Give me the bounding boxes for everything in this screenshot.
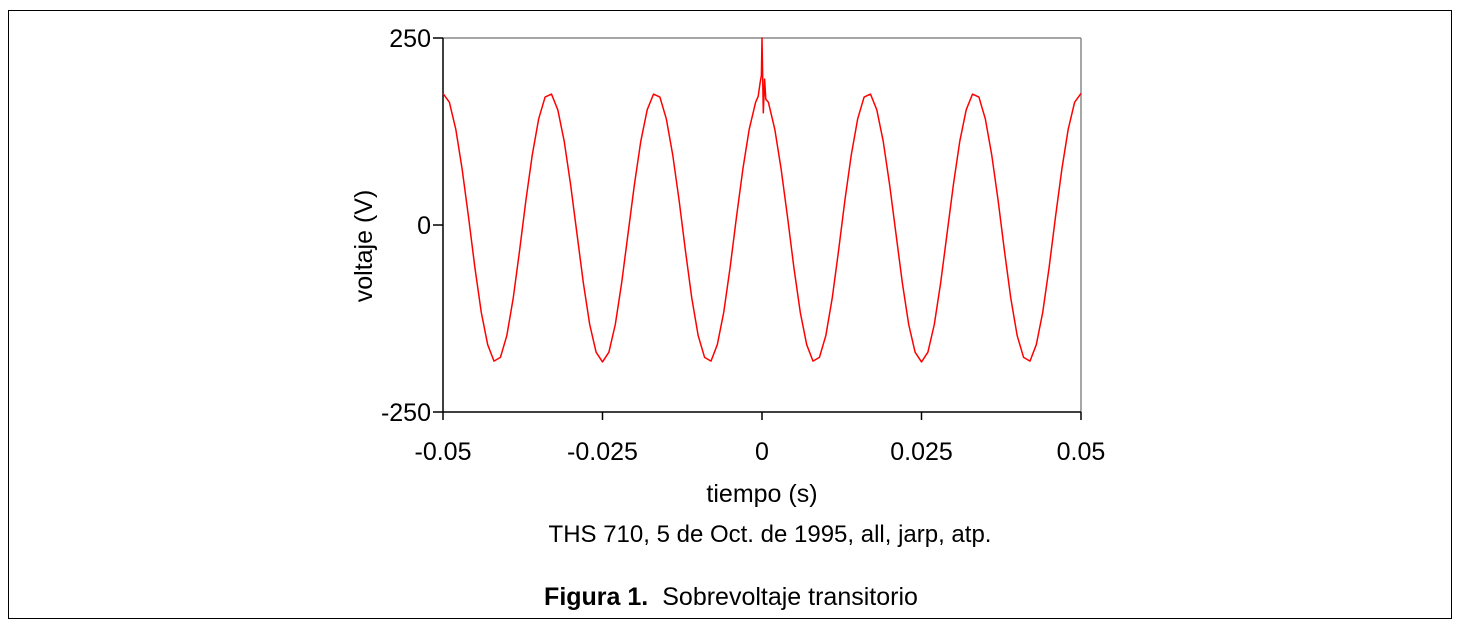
x-tick-label: 0.025 bbox=[890, 438, 953, 466]
series-line-voltaje bbox=[442, 37, 1082, 363]
x-tick-label: -0.05 bbox=[415, 438, 472, 466]
x-axis-label: tiempo (s) bbox=[706, 480, 817, 508]
figure-note: THS 710, 5 de Oct. de 1995, all, jarp, a… bbox=[548, 521, 992, 548]
y-tick-label: 0 bbox=[417, 212, 431, 240]
x-tick-label: -0.025 bbox=[567, 438, 638, 466]
figure-frame bbox=[8, 10, 1452, 619]
caption-text: Sobrevoltaje transitorio bbox=[662, 583, 918, 611]
x-tick-label: 0.05 bbox=[1057, 438, 1106, 466]
caption-label: Figura 1. bbox=[544, 583, 649, 611]
y-tick-label: -250 bbox=[381, 399, 431, 427]
y-axis-label: voltaje (V) bbox=[350, 190, 378, 303]
figure-caption: Figura 1. Sobrevoltaje transitorio bbox=[0, 583, 1462, 612]
y-tick-label: 250 bbox=[389, 25, 431, 53]
x-tick-label: 0 bbox=[755, 438, 769, 466]
